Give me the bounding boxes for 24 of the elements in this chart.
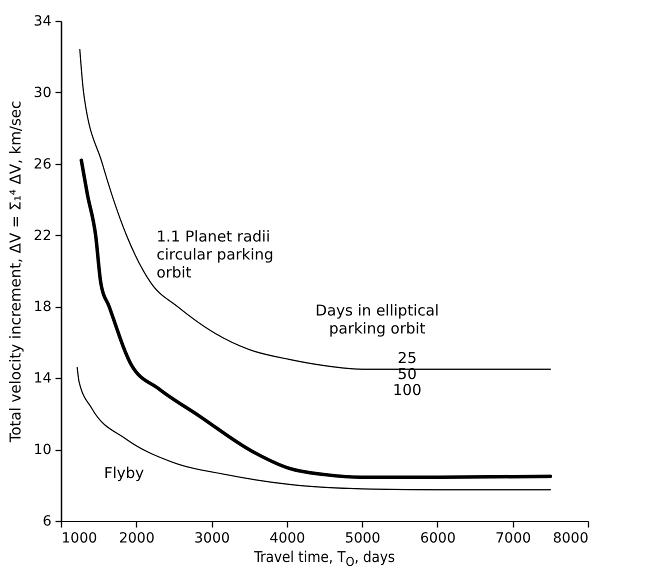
line-series <box>76 366 551 490</box>
y-tick-label: 34 <box>34 14 52 30</box>
x-tick-label: 2000 <box>118 530 155 546</box>
series-label: Flyby <box>104 464 144 482</box>
x-tick-label: 5000 <box>344 530 380 546</box>
y-tick-label: 14 <box>34 370 52 387</box>
x-axis-title: Travel time, T$_{O}$, days <box>253 548 396 569</box>
y-axis-title: Total velocity increment, ΔV = Σ₁⁴ ΔV, km/sec <box>6 100 25 444</box>
y-tick-label: 18 <box>34 299 52 316</box>
annotation: 25 <box>398 349 417 367</box>
y-tick-label: 6 <box>42 514 52 530</box>
y-tick-label: 22 <box>34 228 52 244</box>
x-tick-label: 1000 <box>62 530 98 546</box>
y-tick-label: 30 <box>34 84 52 101</box>
y-tick-label: 10 <box>34 442 52 458</box>
x-tick-label: 8000 <box>552 530 588 546</box>
x-tick-label: 6000 <box>420 530 456 546</box>
x-tick-label: 7000 <box>495 530 532 546</box>
annotation: 100 <box>392 381 422 399</box>
annotation: Days in elliptical parking orbit <box>315 302 439 338</box>
x-tick-label: 4000 <box>270 530 306 546</box>
y-tick-label: 26 <box>34 156 52 172</box>
series-label: 1.1 Planet radii circular parking orbit <box>156 227 274 282</box>
x-tick-label: 3000 <box>194 530 230 546</box>
